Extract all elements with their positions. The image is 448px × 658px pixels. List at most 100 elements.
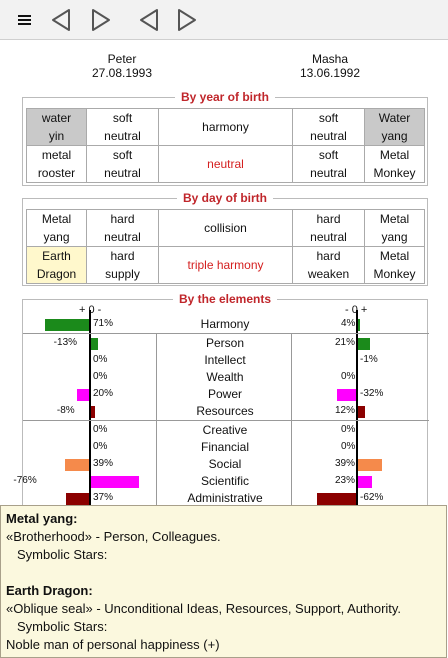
element-row: Creative 0% 0%: [23, 422, 429, 439]
right-value: 39%: [335, 458, 356, 469]
cell-line: Metal: [379, 212, 410, 226]
person-name: Masha: [311, 52, 349, 66]
cell-line: supply: [105, 267, 140, 281]
cell: metal rooster: [26, 145, 87, 183]
cell-line: neutral: [310, 129, 347, 143]
toolbar: [0, 0, 448, 40]
cell-line: weaken: [307, 267, 350, 281]
cell-line: Monkey: [373, 166, 416, 180]
person-date: 27.08.1993: [91, 66, 153, 80]
menu-icon[interactable]: [12, 6, 38, 34]
cell-line: hard: [110, 249, 135, 263]
left-bar: [44, 319, 90, 331]
element-row: Scientific -76% 23%: [13, 473, 429, 490]
cell-line: Metal: [41, 212, 72, 226]
cell: soft neutral: [292, 108, 365, 146]
cell: Earth Dragon: [26, 246, 87, 284]
element-row: Person -13% 21%: [23, 335, 429, 352]
right-value: 12%: [335, 405, 356, 416]
cell: water yin: [26, 108, 87, 146]
left-value: 0%: [93, 441, 108, 452]
right-value: 0%: [341, 441, 356, 452]
element-row: Resources -8% 12%: [23, 403, 429, 420]
right-value: 4%: [341, 318, 356, 329]
right-bar: [357, 406, 365, 418]
year-table: water yin soft neutral harmony soft neutral…: [26, 108, 425, 183]
left-value: 0%: [93, 424, 108, 435]
element-row: Intellect 0% -1%: [23, 352, 429, 369]
previous-icon[interactable]: [48, 6, 74, 34]
cell: Metal yang: [26, 209, 87, 247]
cell: hard weaken: [292, 246, 365, 284]
left-bar: [90, 338, 99, 350]
elements-section: By the elements + 0 - - 0 + Harmony 71% 4%…: [13, 292, 429, 515]
person-right: Masha 13.06.1992: [270, 52, 390, 80]
left-value: -13%: [53, 337, 78, 348]
tooltip-line: Symbolic Stars:: [17, 547, 108, 562]
group-separator: [23, 420, 429, 421]
right-bar: [336, 389, 357, 401]
day-section: By day of birth Metal yang hard neutral co…: [22, 191, 428, 286]
next-icon[interactable]: [88, 6, 114, 34]
day-table: Metal yang hard neutral collision hard neut…: [26, 209, 425, 284]
column-separator: [156, 333, 157, 515]
section-title: By the elements: [172, 292, 278, 306]
right-bar: [357, 338, 371, 350]
left-value: 0%: [93, 354, 108, 365]
cell-line: Water: [378, 111, 411, 125]
left-axis: [89, 310, 91, 515]
tooltip-line: Noble man of personal happiness (+): [6, 637, 220, 652]
cell-line: neutral: [310, 230, 347, 244]
cell: Water yang: [364, 108, 425, 146]
cell-line: metal: [41, 148, 72, 162]
element-label: Administrative: [187, 491, 263, 505]
year-section: By year of birth water yin soft neutral ha…: [22, 90, 428, 186]
relation: neutral: [158, 145, 293, 183]
cell: hard neutral: [292, 209, 365, 247]
element-label: Person: [205, 336, 245, 350]
cell-line: soft: [318, 148, 339, 162]
right-bar: [357, 459, 382, 471]
left-bar: [90, 476, 139, 488]
person-name: Peter: [107, 52, 137, 66]
element-label: Scientific: [200, 474, 250, 488]
tooltip-line: Symbolic Stars:: [17, 619, 108, 634]
cell: soft neutral: [292, 145, 365, 183]
previous-icon[interactable]: [136, 6, 162, 34]
left-bar: [77, 389, 90, 401]
left-value: -76%: [13, 475, 37, 486]
cell-line: rooster: [37, 166, 76, 180]
element-row: Wealth 0% 0%: [23, 369, 429, 386]
element-label: Social: [208, 457, 242, 471]
right-axis: [356, 310, 358, 515]
element-label: Harmony: [200, 317, 250, 331]
cell-line: neutral: [104, 230, 141, 244]
cell: hard neutral: [86, 209, 159, 247]
element-row: Power 20% -32%: [23, 386, 429, 403]
cell-line: soft: [112, 148, 133, 162]
right-value: -62%: [360, 492, 384, 503]
cell-line: neutral: [104, 166, 141, 180]
left-value: 20%: [93, 388, 114, 399]
left-bar: [65, 459, 90, 471]
info-tooltip: Metal yang: «Brotherhood» - Person, Coll…: [0, 505, 447, 658]
cell-line: hard: [316, 212, 341, 226]
tooltip-line: «Oblique seal» - Unconditional Ideas, Re…: [6, 601, 402, 616]
tooltip-heading: Metal yang:: [6, 511, 78, 526]
element-label: Wealth: [206, 370, 244, 384]
element-label: Intellect: [204, 353, 246, 367]
person-left: Peter 27.08.1993: [62, 52, 182, 80]
left-value: -8%: [56, 405, 75, 416]
cell-line: neutral: [310, 166, 347, 180]
column-separator: [291, 333, 292, 515]
left-value: 71%: [93, 318, 114, 329]
element-label: Financial: [200, 440, 250, 454]
element-row: Harmony 71% 4%: [23, 316, 429, 333]
cell-line: Earth: [42, 249, 71, 263]
tooltip-heading: Earth Dragon:: [6, 583, 93, 598]
cell: soft neutral: [86, 145, 159, 183]
element-label: Creative: [202, 423, 248, 437]
next-icon[interactable]: [174, 6, 200, 34]
cell-line: soft: [112, 111, 133, 125]
cell-line: Metal: [379, 148, 410, 162]
